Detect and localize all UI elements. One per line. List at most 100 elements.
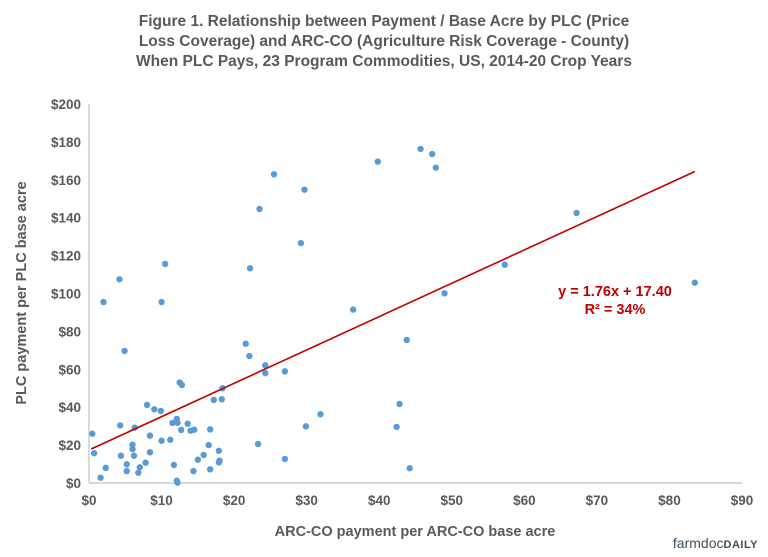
data-point xyxy=(501,261,508,268)
data-point xyxy=(130,452,138,459)
data-point xyxy=(194,456,202,463)
data-point xyxy=(215,447,223,454)
data-point xyxy=(90,450,98,457)
data-point xyxy=(393,423,400,431)
data-point xyxy=(191,426,198,433)
x-tick-label: $60 xyxy=(513,493,536,508)
data-point xyxy=(158,298,165,306)
data-point xyxy=(297,239,305,247)
y-tick-label: $200 xyxy=(51,97,81,112)
data-point xyxy=(281,455,289,463)
data-point xyxy=(129,441,136,448)
data-point xyxy=(317,411,324,418)
data-point xyxy=(123,467,130,475)
title-line-3: When PLC Pays, 23 Program Commodities, U… xyxy=(136,53,632,70)
y-tick-label: $180 xyxy=(51,135,81,150)
data-point xyxy=(161,260,169,268)
x-tick-label: $30 xyxy=(295,493,318,508)
data-point xyxy=(432,164,440,171)
data-point xyxy=(428,150,436,158)
data-point xyxy=(157,407,165,415)
trendline-equation: y = 1.76x + 17.40 xyxy=(558,284,672,300)
y-tick-label: $60 xyxy=(58,362,81,377)
data-point xyxy=(169,419,176,427)
data-point xyxy=(573,209,580,217)
data-point xyxy=(206,466,214,473)
data-point xyxy=(206,426,214,433)
data-point xyxy=(210,396,217,404)
data-point xyxy=(121,347,128,355)
data-point xyxy=(178,381,186,389)
data-point xyxy=(441,290,448,297)
data-point xyxy=(151,406,158,413)
y-tick-label: $120 xyxy=(51,249,81,264)
x-axis-label: ARC-CO payment per ARC-CO base acre xyxy=(274,524,556,540)
data-point xyxy=(142,459,149,466)
data-point xyxy=(205,441,212,449)
data-point xyxy=(97,474,104,481)
chart-title: Figure 1. Relationship between Payment /… xyxy=(0,12,768,72)
data-point xyxy=(167,436,174,443)
data-point xyxy=(406,465,413,472)
data-point xyxy=(116,422,124,429)
x-tick-label: $20 xyxy=(223,493,246,508)
data-point xyxy=(691,279,699,286)
y-tick-label: $40 xyxy=(58,400,81,415)
y-tick-label: $0 xyxy=(66,476,81,491)
data-point xyxy=(116,276,123,283)
data-point xyxy=(256,205,263,213)
data-point xyxy=(146,449,154,456)
data-point xyxy=(177,426,185,434)
data-point xyxy=(417,145,424,153)
x-tick-label: $40 xyxy=(368,493,391,508)
data-point xyxy=(242,340,249,347)
trendline-r2: R² = 34% xyxy=(584,302,646,318)
data-point xyxy=(89,430,96,437)
data-point xyxy=(246,352,253,360)
y-tick-label: $100 xyxy=(51,287,81,302)
y-tick-label: $80 xyxy=(58,324,81,339)
logo-part-2: DAILY xyxy=(723,539,758,551)
data-point xyxy=(117,452,125,459)
x-tick-label: $10 xyxy=(150,493,173,508)
data-point xyxy=(184,420,191,427)
data-point xyxy=(135,469,142,476)
title-line-2: Loss Coverage) and ARC-CO (Agriculture R… xyxy=(138,33,630,50)
data-point xyxy=(190,467,197,475)
data-point xyxy=(216,457,223,464)
data-point xyxy=(200,451,207,459)
trendline-annotation: y = 1.76x + 17.40 R² = 34% xyxy=(540,283,690,319)
data-point xyxy=(374,158,381,165)
y-tick-label: $140 xyxy=(51,211,81,226)
data-point xyxy=(246,265,254,272)
x-tick-label: $0 xyxy=(81,493,96,508)
data-point xyxy=(174,479,181,486)
data-point xyxy=(270,171,278,178)
data-point xyxy=(174,419,181,426)
y-axis-label: PLC payment per PLC base acre xyxy=(14,181,30,405)
data-point xyxy=(262,369,269,377)
x-tick-label: $90 xyxy=(731,493,754,508)
data-point xyxy=(218,396,225,403)
x-tick-label: $70 xyxy=(586,493,609,508)
data-point xyxy=(146,432,154,439)
y-tick-label: $20 xyxy=(58,438,81,453)
logo-part-1: farmdoc xyxy=(672,535,724,551)
data-point xyxy=(254,440,262,448)
data-point xyxy=(396,400,403,408)
title-line-1: Figure 1. Relationship between Payment /… xyxy=(138,13,630,30)
data-point xyxy=(281,368,289,375)
x-tick-label: $50 xyxy=(441,493,464,508)
y-tick-label: $160 xyxy=(51,173,81,188)
farmdoc-daily-logo: farmdocDAILY xyxy=(673,535,758,551)
data-point xyxy=(301,186,308,193)
data-point xyxy=(262,362,269,369)
data-point xyxy=(143,401,151,409)
data-point xyxy=(302,423,310,430)
data-point xyxy=(158,437,165,444)
data-point xyxy=(123,461,130,468)
data-point xyxy=(102,464,109,472)
data-point xyxy=(100,298,107,306)
trendline xyxy=(90,170,696,450)
